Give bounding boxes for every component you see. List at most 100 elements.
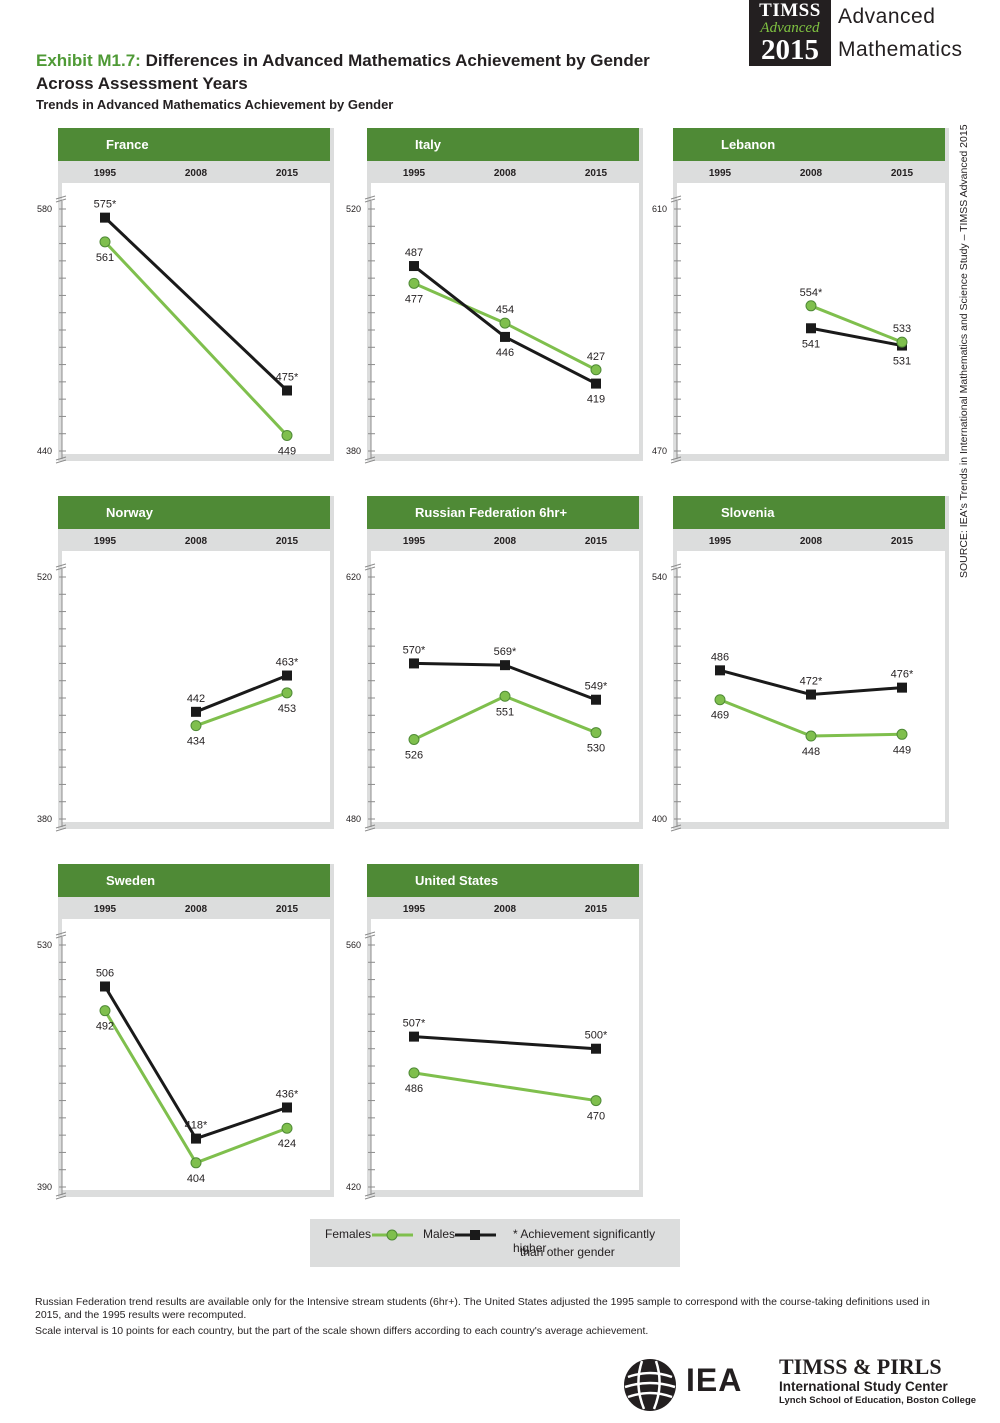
females-point xyxy=(408,277,420,289)
plot-area xyxy=(371,919,639,1190)
logo-line-3: 2015 xyxy=(761,34,819,66)
panel-norway: Norway 1995 2008 2015 520 380 442 434 463* 453 xyxy=(37,496,334,832)
males-series-line xyxy=(810,326,903,348)
year-band xyxy=(673,529,945,551)
year-label: 2008 xyxy=(185,904,208,915)
legend-females-label: Females xyxy=(325,1227,372,1241)
females-data-label: 551 xyxy=(496,706,514,718)
females-point xyxy=(499,317,511,329)
year-label: 1995 xyxy=(403,904,426,915)
panel-title: Italy xyxy=(415,137,442,152)
y-tick-label: 390 xyxy=(37,1182,52,1192)
panel-title: France xyxy=(106,137,149,152)
females-data-label: 449 xyxy=(278,445,296,457)
males-point xyxy=(409,658,419,669)
males-point xyxy=(591,694,601,705)
axis-break xyxy=(670,824,682,832)
year-label: 2015 xyxy=(585,536,608,547)
axis-break xyxy=(55,563,67,571)
males-point xyxy=(897,682,907,693)
males-point xyxy=(191,706,201,717)
year-label: 1995 xyxy=(94,168,117,179)
year-label: 2008 xyxy=(800,536,823,547)
exhibit-title: Exhibit M1.7: Differences in Advanced Ma… xyxy=(36,49,736,95)
year-label: 2008 xyxy=(185,168,208,179)
year-band xyxy=(367,897,639,919)
panel-russian-federation-6hr: Russian Federation 6hr+ 1995 2008 2015 620 48… xyxy=(346,496,643,832)
axis-break xyxy=(55,1192,67,1200)
legend-note-line2: than other gender xyxy=(520,1245,615,1259)
panel-france: France 1995 2008 2015 580 440 575* 561 475* 449 xyxy=(37,128,334,464)
year-label: 2015 xyxy=(276,904,299,915)
axis-break xyxy=(364,931,376,939)
females-data-label: 453 xyxy=(278,703,296,715)
plot-area xyxy=(62,919,330,1190)
legend-females-swatch xyxy=(372,1229,413,1241)
legend: Females Males * Achievement significantl… xyxy=(310,1219,680,1267)
exhibit-number: Exhibit M1.7: xyxy=(36,51,141,70)
panel-title: Lebanon xyxy=(721,137,775,152)
y-tick-label: 560 xyxy=(346,940,361,950)
males-point xyxy=(591,1043,601,1054)
panel-title: Russian Federation 6hr+ xyxy=(415,505,567,520)
females-point xyxy=(499,690,511,702)
females-data-label: 561 xyxy=(96,252,114,264)
females-series-line xyxy=(103,240,289,437)
y-tick-label: 520 xyxy=(37,572,52,582)
males-data-label: 549* xyxy=(585,681,608,693)
males-data-label: 436* xyxy=(276,1088,299,1100)
males-data-label: 507* xyxy=(403,1018,426,1030)
males-data-label: 418* xyxy=(185,1120,208,1132)
iea-wordmark: IEA xyxy=(686,1362,743,1398)
males-data-label: 570* xyxy=(403,644,426,656)
year-label: 1995 xyxy=(709,536,732,547)
females-point xyxy=(99,1005,111,1017)
footnote-1: Russian Federation trend results are ava… xyxy=(35,1296,930,1321)
legend-note-line1: * Achievement significantly higher xyxy=(513,1227,656,1255)
males-data-label: 569* xyxy=(494,646,517,658)
footnote-2: Scale interval is 10 points for each cou… xyxy=(35,1325,649,1337)
year-label: 2008 xyxy=(494,904,517,915)
females-data-label: 492 xyxy=(96,1021,114,1033)
males-point xyxy=(591,378,601,389)
females-series-line xyxy=(810,304,903,344)
panel-header xyxy=(673,496,945,529)
timss-pirls-center: TIMSS & PIRLS International Study Center… xyxy=(779,1355,979,1407)
year-band xyxy=(367,161,639,183)
females-data-label: 424 xyxy=(278,1138,296,1150)
y-tick-label: 440 xyxy=(37,446,52,456)
panel-header xyxy=(367,128,639,161)
year-band xyxy=(58,529,330,551)
y-tick-label: 530 xyxy=(37,940,52,950)
year-label: 2015 xyxy=(276,168,299,179)
year-label: 1995 xyxy=(94,536,117,547)
y-tick-label: 480 xyxy=(346,814,361,824)
axis-break xyxy=(364,195,376,203)
males-point xyxy=(806,689,816,700)
panel-slovenia: Slovenia 1995 2008 2015 540 400 486 469 472* 448 4… xyxy=(652,496,949,832)
year-band xyxy=(58,897,330,919)
axis-break xyxy=(670,195,682,203)
panel-header xyxy=(367,864,639,897)
year-label: 2015 xyxy=(585,904,608,915)
females-point xyxy=(408,733,420,745)
males-data-label: 575* xyxy=(94,199,117,211)
legend-males-label: Males xyxy=(423,1227,456,1241)
males-point xyxy=(191,1133,201,1144)
year-label: 1995 xyxy=(403,168,426,179)
year-label: 1995 xyxy=(403,536,426,547)
iea-globe-icon xyxy=(624,1359,676,1411)
panel-lebanon: Lebanon 1995 2008 2015 610 470 541 554* 531 533 xyxy=(652,128,949,464)
panel-header xyxy=(58,864,330,897)
females-point xyxy=(714,694,726,706)
logo-line-1: TIMSS xyxy=(759,0,821,21)
males-data-label: 442 xyxy=(187,693,205,705)
year-label: 2015 xyxy=(891,536,914,547)
footnotes: Russian Federation trend results are ava… xyxy=(35,1296,935,1341)
y-tick-label: 470 xyxy=(652,446,667,456)
axis-break xyxy=(55,931,67,939)
year-label: 2008 xyxy=(494,536,517,547)
males-data-label: 531 xyxy=(893,356,911,368)
year-label: 2008 xyxy=(185,536,208,547)
year-label: 2008 xyxy=(800,168,823,179)
